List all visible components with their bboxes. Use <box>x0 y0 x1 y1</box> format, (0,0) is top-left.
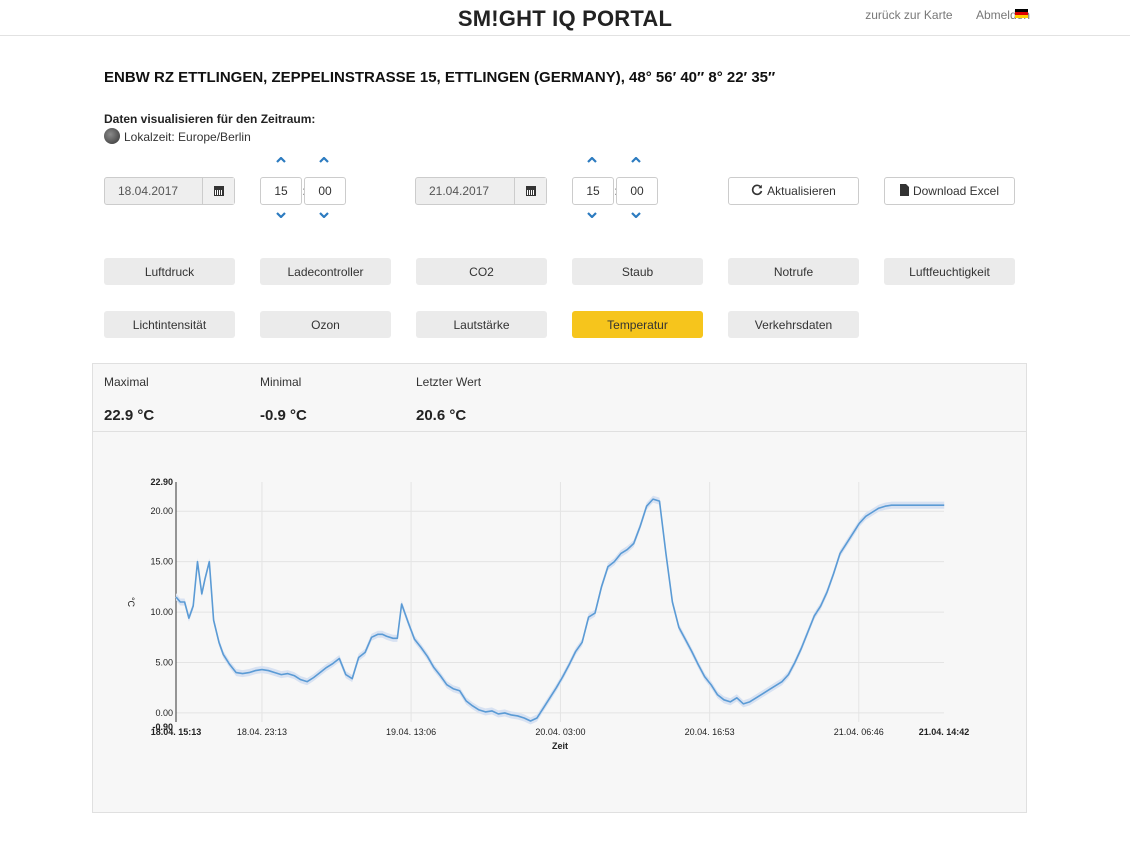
y-tick-label: 15.00 <box>150 557 173 567</box>
location-title: ENBW RZ ETTLINGEN, ZEPPELINSTRASSE 15, E… <box>104 69 776 86</box>
min-label: Minimal <box>260 375 302 389</box>
last-value: 20.6 °C <box>416 407 467 424</box>
stats-row: Maximal 22.9 °C Minimal -0.9 °C Letzter … <box>93 364 1026 432</box>
y-tick-label: 10.00 <box>150 607 173 617</box>
y-tick-label: -0.90 <box>152 722 173 732</box>
end-date-field[interactable]: 21.04.2017 <box>415 177 547 205</box>
globe-icon <box>104 128 120 144</box>
end-minute-down-chevron-icon[interactable] <box>631 212 641 218</box>
download-excel-button[interactable]: Download Excel <box>884 177 1015 205</box>
range-label: Daten visualisieren für den Zeitraum: <box>104 112 316 126</box>
y-tick-label: 20.00 <box>150 506 173 516</box>
sensor-button-lichtintensitaet[interactable]: Lichtintensität <box>104 311 235 338</box>
end-hour-input[interactable]: 15 <box>572 177 614 205</box>
calendar-icon <box>214 186 224 196</box>
sensor-button-co2[interactable]: CO2 <box>416 258 547 285</box>
x-tick-label: 21.04. 06:46 <box>834 727 884 737</box>
max-label: Maximal <box>104 375 149 389</box>
max-value: 22.9 °C <box>104 407 155 424</box>
time-separator: : <box>614 184 617 198</box>
timezone-text: Lokalzeit: Europe/Berlin <box>124 130 251 144</box>
sensor-button-verkehrsdaten[interactable]: Verkehrsdaten <box>728 311 859 338</box>
start-date-field[interactable]: 18.04.2017 <box>104 177 235 205</box>
x-axis-title: Zeit <box>552 741 568 751</box>
y-tick-label: 0.00 <box>155 708 173 718</box>
start-hour-up-chevron-icon[interactable] <box>276 157 286 163</box>
sensor-button-luftdruck[interactable]: Luftdruck <box>104 258 235 285</box>
sensor-button-ozon[interactable]: Ozon <box>260 311 391 338</box>
series-range-band <box>176 495 945 725</box>
y-axis-title: °C <box>126 597 136 608</box>
min-value: -0.9 °C <box>260 407 307 424</box>
start-calendar-button[interactable] <box>202 178 234 204</box>
end-hour-down-chevron-icon[interactable] <box>587 212 597 218</box>
back-to-map-link[interactable]: zurück zur Karte <box>865 8 953 22</box>
y-tick-label: 5.00 <box>155 658 173 668</box>
time-separator: : <box>302 184 305 198</box>
end-hour-up-chevron-icon[interactable] <box>587 157 597 163</box>
file-icon <box>899 183 909 199</box>
refresh-label: Aktualisieren <box>767 184 836 198</box>
timezone-label: Lokalzeit: Europe/Berlin <box>104 128 251 144</box>
y-tick-label: 22.90 <box>150 477 173 487</box>
refresh-button[interactable]: Aktualisieren <box>728 177 859 205</box>
chart-panel: Maximal 22.9 °C Minimal -0.9 °C Letzter … <box>92 363 1027 813</box>
top-links: zurück zur Karte Abmelden <box>845 8 1030 22</box>
series-line <box>175 498 945 722</box>
portal-title: SM!GHT IQ PORTAL <box>457 6 673 31</box>
end-calendar-button[interactable] <box>514 178 546 204</box>
top-bar: SM!GHT IQ PORTAL zurück zur Karte Abmeld… <box>0 0 1130 36</box>
start-date-value[interactable]: 18.04.2017 <box>118 184 179 198</box>
x-tick-label: 20.04. 03:00 <box>535 727 585 737</box>
x-tick-label: 20.04. 16:53 <box>685 727 735 737</box>
sensor-button-notrufe[interactable]: Notrufe <box>728 258 859 285</box>
start-minute-up-chevron-icon[interactable] <box>319 157 329 163</box>
last-value-label: Letzter Wert <box>416 375 482 389</box>
start-minute-down-chevron-icon[interactable] <box>319 212 329 218</box>
start-hour-down-chevron-icon[interactable] <box>276 212 286 218</box>
sensor-button-lautstaerke[interactable]: Lautstärke <box>416 311 547 338</box>
download-label: Download Excel <box>912 184 1000 198</box>
sensor-button-temperatur[interactable]: Temperatur <box>572 311 703 338</box>
x-tick-label: 21.04. 14:42 <box>919 727 970 737</box>
x-tick-label: 19.04. 13:06 <box>386 727 436 737</box>
x-tick-label: 18.04. 23:13 <box>237 727 287 737</box>
end-minute-input[interactable]: 00 <box>616 177 658 205</box>
sensor-button-staub[interactable]: Staub <box>572 258 703 285</box>
start-minute-input[interactable]: 00 <box>304 177 346 205</box>
german-flag-icon[interactable] <box>1015 9 1028 18</box>
temperature-chart: -0.90 0.00 5.00 10.00 15.00 20.00 22.90 18.04. … <box>126 477 970 751</box>
sensor-button-luftfeuchtigkeit[interactable]: Luftfeuchtigkeit <box>884 258 1015 285</box>
end-date-value[interactable]: 21.04.2017 <box>429 184 490 198</box>
end-minute-up-chevron-icon[interactable] <box>631 157 641 163</box>
x-tick-label: 18.04. 15:13 <box>151 727 202 737</box>
start-hour-input[interactable]: 15 <box>260 177 302 205</box>
refresh-icon <box>751 184 763 199</box>
sensor-button-ladecontroller[interactable]: Ladecontroller <box>260 258 391 285</box>
calendar-icon <box>526 186 536 196</box>
